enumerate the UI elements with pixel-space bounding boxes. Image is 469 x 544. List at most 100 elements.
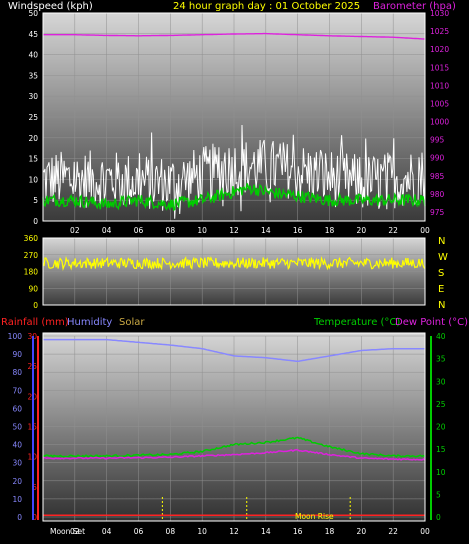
temperature-y-tick: 5: [436, 490, 441, 499]
humidity-y-tick: 100: [8, 332, 23, 341]
temperature-y-tick: 10: [436, 468, 446, 477]
wind-y-tick: 30: [28, 92, 38, 101]
wind-x-tick: 16: [293, 226, 303, 235]
direction-y-tick: 0: [33, 301, 38, 310]
wind-x-tick: 14: [261, 226, 271, 235]
compass-label: W: [438, 252, 448, 263]
temperature-y-tick: 0: [436, 513, 441, 522]
barometer-axis-label: Barometer (hpa): [373, 1, 456, 12]
barometer-y-tick: 1010: [430, 81, 449, 90]
compass-label: N: [438, 236, 445, 247]
direction-y-tick: 90: [28, 284, 38, 293]
temp-x-tick: 00: [420, 527, 430, 536]
direction-y-tick: 270: [24, 251, 39, 260]
gust_avg-line: [42, 183, 426, 212]
direction-y-tick: 180: [24, 268, 39, 277]
rainfall-y-tick: 0: [32, 513, 37, 522]
wind-x-tick: 08: [166, 226, 176, 235]
temperature-y-tick: 35: [436, 355, 446, 364]
wind-panel-frame: [42, 12, 426, 222]
temp-x-tick: 14: [261, 527, 271, 536]
moonset-label: Moon Set: [50, 527, 85, 536]
wind-y-tick: 20: [28, 134, 38, 143]
wind-x-tick: 20: [357, 226, 367, 235]
temp-x-tick: 10: [197, 527, 207, 536]
wind-y-tick: 50: [28, 9, 38, 18]
humidity-y-tick: 40: [12, 441, 22, 450]
temperature-y-tick: 15: [436, 445, 446, 454]
humidity-y-tick: 30: [12, 459, 22, 468]
temp-x-tick: 12: [229, 527, 239, 536]
wind-y-tick: 0: [33, 217, 38, 226]
wind-x-tick: 12: [229, 226, 239, 235]
wind-y-tick: 5: [33, 196, 38, 205]
wind-y-tick: 15: [28, 155, 38, 164]
wind-x-tick: 10: [197, 226, 207, 235]
humidity-y-tick: 80: [12, 368, 22, 377]
humidity-y-tick: 60: [12, 404, 22, 413]
barometer-y-tick: 975: [430, 208, 445, 217]
compass-label: N: [438, 300, 445, 311]
wind-x-tick: 18: [325, 226, 335, 235]
direction-y-tick: 360: [24, 234, 39, 243]
barometer-y-tick: 1005: [430, 99, 449, 108]
wind-y-tick: 40: [28, 51, 38, 60]
temp-x-tick: 16: [293, 527, 303, 536]
dewpoint-axis-label: Dew Point (°C): [395, 317, 468, 328]
barometer-y-tick: 1020: [430, 45, 449, 54]
temperature-y-tick: 40: [436, 332, 446, 341]
solar-axis-label: Solar: [119, 317, 145, 328]
wind-y-tick: 45: [28, 30, 38, 39]
wind-x-tick: 06: [134, 226, 144, 235]
temperature-axis-label: Temperature (°C): [313, 317, 400, 328]
barometer-y-tick: 1030: [430, 9, 449, 18]
temp-x-tick: 22: [388, 527, 398, 536]
wind-x-tick: 04: [102, 226, 112, 235]
humidity-y-tick: 20: [12, 477, 22, 486]
temp-panel-frame: [42, 332, 426, 522]
compass-label: E: [438, 284, 444, 295]
graph-title: 24 hour graph day : 01 October 2025: [173, 1, 360, 12]
humidity-line: [43, 338, 425, 363]
windspeed-axis-label: Windspeed (kph): [8, 1, 93, 12]
temp-x-tick: 06: [134, 527, 144, 536]
humidity-y-tick: 50: [12, 423, 22, 432]
direction-line: [42, 255, 426, 271]
barometer-y-tick: 980: [430, 190, 445, 199]
humidity-y-tick: 90: [12, 350, 22, 359]
wind-x-tick: 02: [70, 226, 80, 235]
humidity-y-tick: 70: [12, 386, 22, 395]
wind-y-tick: 25: [28, 113, 38, 122]
barometer-y-tick: 995: [430, 136, 445, 145]
wind-x-tick: 22: [388, 226, 398, 235]
temperature-y-tick: 30: [436, 377, 446, 386]
humidity-axis-label: Humidity: [67, 317, 112, 328]
humidity-y-tick: 10: [12, 495, 22, 504]
direction-panel-frame: [42, 237, 426, 306]
barometer-y-tick: 1015: [430, 63, 449, 72]
dewpoint-line: [42, 448, 426, 461]
temp-x-tick: 08: [166, 527, 176, 536]
wind-y-tick: 35: [28, 71, 38, 80]
temperature-line: [42, 436, 426, 458]
humidity-y-tick: 0: [17, 513, 22, 522]
moonrise-label: Moon Rise: [295, 512, 334, 521]
temp-x-tick: 18: [325, 527, 335, 536]
wind-x-tick: 00: [420, 226, 430, 235]
rainfall-axis-label: Rainfall (mm): [1, 317, 69, 328]
temp-x-tick: 02: [70, 527, 80, 536]
barometer-line: [43, 32, 425, 40]
barometer-y-tick: 1000: [430, 118, 449, 127]
barometer-y-tick: 985: [430, 172, 445, 181]
temp-x-tick: 04: [102, 527, 112, 536]
barometer-y-tick: 990: [430, 154, 445, 163]
barometer-y-tick: 1025: [430, 27, 449, 36]
temperature-y-tick: 20: [436, 423, 446, 432]
compass-label: S: [438, 268, 444, 279]
rainfall-y-tick: 5: [32, 483, 37, 492]
wind-y-tick: 10: [28, 175, 38, 184]
